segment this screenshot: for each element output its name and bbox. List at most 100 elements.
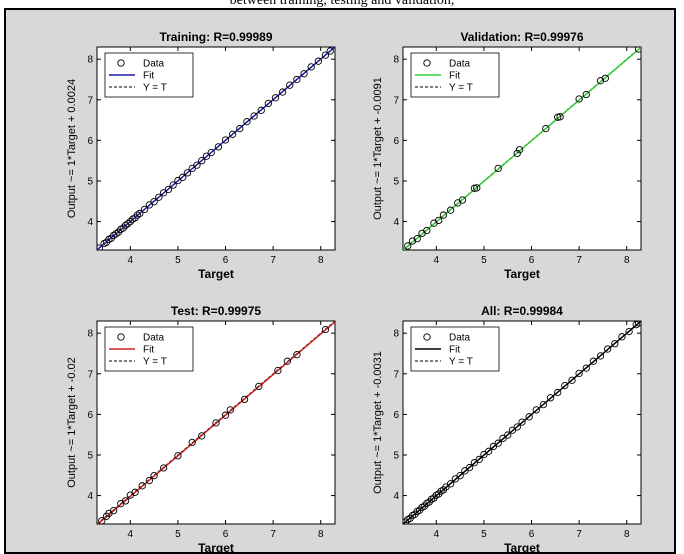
x-tick-label: 5 [481, 529, 487, 540]
x-tick-label: 6 [223, 529, 229, 540]
data-point [561, 381, 569, 390]
data-point [198, 432, 206, 440]
data-point [112, 230, 120, 238]
x-tick-label: 6 [223, 255, 229, 266]
y-tick-label: 7 [87, 369, 93, 380]
data-point [212, 419, 220, 427]
data-point [423, 226, 431, 235]
data-point [404, 242, 412, 250]
data-point [494, 164, 502, 173]
data-point [257, 106, 265, 114]
data-point [465, 463, 474, 472]
data-point [542, 124, 550, 133]
x-axis-label: Target [504, 267, 540, 281]
legend-label: Fit [143, 345, 154, 356]
x-tick-label: 4 [434, 255, 440, 266]
y-tick-label: 5 [87, 176, 93, 187]
data-point [131, 488, 139, 496]
data-point [286, 81, 294, 89]
y-tick-label: 6 [87, 410, 93, 421]
data-point [446, 206, 455, 214]
legend-label: Y = T [143, 83, 167, 94]
regression-panel-2: Validation: R=0.99976 Target Output ~= 1*T… [372, 30, 642, 281]
x-tick-label: 6 [529, 255, 535, 266]
legend-data-marker [423, 333, 431, 341]
data-point [121, 221, 130, 229]
data-point [169, 181, 177, 189]
fit-line [403, 47, 641, 250]
data-point [575, 369, 583, 378]
y-tick-label: 6 [393, 410, 399, 421]
data-point [155, 193, 163, 201]
y-tick-label: 4 [87, 491, 93, 502]
data-point [150, 198, 158, 206]
data-point [321, 51, 330, 59]
x-tick-label: 5 [175, 255, 181, 266]
legend-label: Data [449, 59, 471, 70]
x-tick-label: 8 [318, 255, 324, 266]
y-tick-label: 6 [87, 136, 93, 147]
x-tick-label: 6 [529, 529, 535, 540]
fit-line [403, 321, 641, 524]
chart-title: Test: R=0.99975 [171, 304, 261, 318]
regression-panel-4: All: R=0.99984 Target Output ~= 1*Target +… [372, 304, 642, 552]
data-point [264, 99, 273, 108]
data-point [226, 406, 234, 414]
x-tick-label: 5 [481, 255, 487, 266]
y-tick-label: 4 [87, 217, 93, 228]
data-point [589, 357, 598, 365]
y-axis-label: Output ~= 1*Target + -0.0091 [372, 77, 384, 220]
data-point [582, 364, 590, 372]
legend-data-marker [423, 59, 431, 67]
data-point [202, 152, 211, 160]
data-point [504, 431, 512, 439]
x-tick-label: 4 [128, 529, 134, 540]
data-point [293, 351, 301, 359]
data-point [136, 209, 144, 218]
legend-label: Y = T [143, 357, 167, 368]
y-tick-label: 7 [87, 95, 93, 106]
data-point [293, 75, 301, 84]
data-point [274, 366, 282, 375]
data-point [634, 47, 641, 53]
y-tick-label: 5 [393, 176, 399, 187]
data-point [473, 184, 481, 192]
data-point [532, 406, 540, 414]
legend-label: Y = T [449, 83, 473, 94]
y-axis-label: Output ~= 1*Target + 0.0024 [66, 79, 78, 218]
data-point [321, 325, 330, 334]
data-point [150, 472, 158, 480]
data-point [133, 211, 142, 219]
plot-marks [97, 47, 335, 250]
y-tick-label: 8 [393, 55, 399, 66]
data-point [110, 506, 118, 515]
data-point [198, 157, 206, 165]
x-tick-label: 8 [318, 529, 324, 540]
data-point [121, 497, 130, 505]
x-tick-label: 4 [128, 255, 134, 266]
y-tick-label: 8 [87, 329, 93, 340]
x-tick-label: 4 [434, 529, 440, 540]
regression-panel-3: Test: R=0.99975 Target Output ~= 1*Target … [66, 304, 336, 552]
figure-window: Training: R=0.99989 Target Output ~= 1*Tar… [4, 8, 676, 554]
data-point [634, 321, 641, 327]
data-point [140, 205, 149, 214]
data-point [518, 418, 526, 426]
data-point [556, 113, 564, 121]
x-tick-label: 7 [576, 529, 582, 540]
data-point [236, 124, 244, 133]
y-axis-label: Output ~= 1*Target + -0.02 [66, 357, 78, 488]
data-point [138, 482, 146, 490]
x-axis-label: Target [198, 267, 234, 281]
fit-line [97, 47, 335, 250]
data-point [494, 439, 502, 447]
data-point [513, 149, 521, 158]
data-point [250, 112, 258, 120]
y-tick-label: 4 [393, 217, 399, 228]
chart-title: Training: R=0.99989 [159, 30, 272, 44]
data-point [183, 169, 192, 177]
legend-data-marker [117, 333, 125, 341]
data-point [456, 472, 464, 480]
